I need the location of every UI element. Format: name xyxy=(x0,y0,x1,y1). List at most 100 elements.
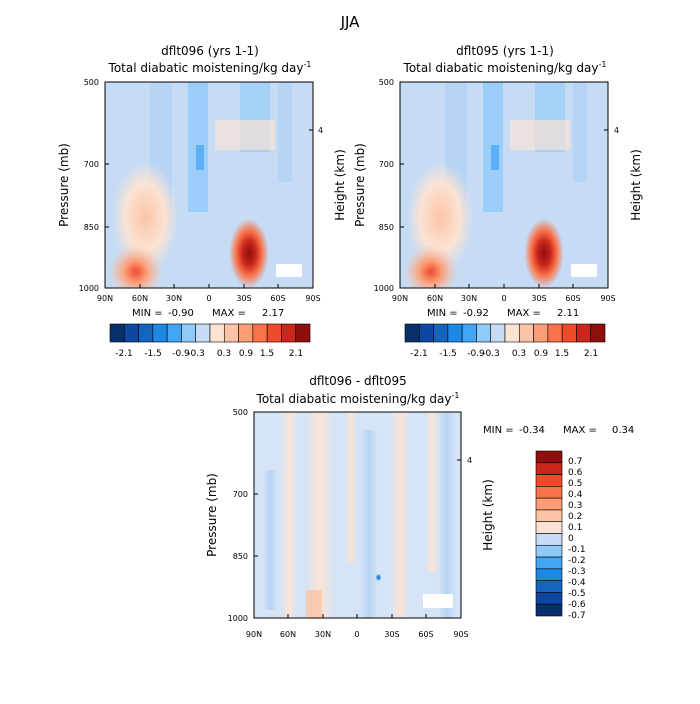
panel-c: dflt096 - dflt095 Total diabatic moisten… xyxy=(205,374,634,639)
panel-a-pos-region xyxy=(195,130,285,288)
colorbar-cell xyxy=(195,323,211,343)
colorbar-cell xyxy=(535,450,563,464)
y-axis-label: Pressure (mb) xyxy=(205,473,219,557)
y-tick-label: 1000 xyxy=(228,614,248,623)
panel-b-subtitle: Total diabatic moistening/kg day-1 xyxy=(403,60,607,75)
colorbar-cell xyxy=(535,462,563,475)
colorbar-cell xyxy=(476,323,492,343)
x-tick-label: 30S xyxy=(384,630,399,639)
colorbar-cell xyxy=(252,323,268,343)
colorbar-label: -0.3 xyxy=(568,567,586,577)
colorbar-cell xyxy=(533,323,549,343)
panel-b-title: dflt095 (yrs 1-1) xyxy=(456,44,554,58)
colorbar-label: 0.3 xyxy=(217,349,231,359)
colorbar-label: -0.3 xyxy=(482,349,500,359)
y-tick-label: 850 xyxy=(379,223,394,232)
max-value: 0.34 xyxy=(612,425,634,436)
panel-a: dflt096 (yrs 1-1) Total diabatic moisten… xyxy=(57,44,347,359)
x-tick-label: 90N xyxy=(246,630,262,639)
right-axis-label: Height (km) xyxy=(481,479,495,550)
page-title: JJA xyxy=(340,13,361,31)
max-label: MAX = xyxy=(212,308,246,319)
panel-b-pos-region xyxy=(510,120,570,150)
colorbar-label: -0.2 xyxy=(568,556,586,566)
panel-a-pos-region xyxy=(215,120,275,150)
y-tick-label: 1000 xyxy=(79,284,99,293)
panel-c-neg-core xyxy=(350,530,400,595)
max-label: MAX = xyxy=(507,308,541,319)
min-value: -0.92 xyxy=(463,308,489,319)
panel-c-pos-stripe xyxy=(305,412,335,618)
y-tick-label: 700 xyxy=(84,160,99,169)
y-tick-label: 700 xyxy=(379,160,394,169)
y-tick-label: 1000 xyxy=(374,284,394,293)
colorbar-label: 0.5 xyxy=(568,479,582,489)
y-tick-label: 850 xyxy=(233,552,248,561)
colorbar-label: -0.3 xyxy=(187,349,205,359)
panel-c-axes: 90N 60N 30N 0 30S 60S 90S 500 700 850 10… xyxy=(205,408,495,639)
colorbar-label: -0.9 xyxy=(467,349,485,359)
colorbar-cell xyxy=(281,323,297,343)
x-tick-label: 0 xyxy=(206,294,211,303)
colorbar-label: 2.1 xyxy=(289,349,303,359)
min-label: MIN = xyxy=(427,308,458,319)
x-tick-label: 60N xyxy=(427,294,443,303)
colorbar-cell xyxy=(535,509,563,523)
colorbar-cell xyxy=(535,568,563,581)
x-tick-label: 0 xyxy=(354,630,359,639)
panel-a-title: dflt096 (yrs 1-1) xyxy=(161,44,259,58)
panel-a-subtitle: Total diabatic moistening/kg day-1 xyxy=(108,60,312,75)
colorbar-cell xyxy=(576,323,592,343)
colorbar-cell xyxy=(561,323,577,343)
colorbar-label: -0.5 xyxy=(568,589,586,599)
min-value: -0.34 xyxy=(519,425,545,436)
right-tick-label: 4 xyxy=(318,126,323,135)
colorbar-label: 0.9 xyxy=(534,349,549,359)
colorbar-cell xyxy=(404,323,420,343)
x-tick-label: 30N xyxy=(315,630,331,639)
right-tick-label: 4 xyxy=(614,126,619,135)
colorbar-label: 0.6 xyxy=(568,468,583,478)
colorbar-label: 0.4 xyxy=(568,490,583,500)
colorbar-label: -0.6 xyxy=(568,600,586,610)
x-tick-label: 90N xyxy=(392,294,408,303)
panel-a-colorbar-labels: -2.1 -1.5 -0.9 -0.3 0.3 0.9 1.5 2.1 xyxy=(115,349,303,359)
colorbar-cell xyxy=(535,533,563,546)
colorbar-label: -1.5 xyxy=(439,349,457,359)
colorbar-cell xyxy=(295,323,311,343)
colorbar-label: 0 xyxy=(568,534,574,544)
x-tick-label: 30N xyxy=(166,294,182,303)
colorbar-cell xyxy=(535,603,563,617)
colorbar-label: 0.3 xyxy=(568,501,582,511)
x-tick-label: 30S xyxy=(531,294,546,303)
colorbar-cell xyxy=(223,323,239,343)
x-tick-label: 60S xyxy=(565,294,580,303)
colorbar-cell xyxy=(209,323,225,343)
colorbar-cell xyxy=(547,323,563,343)
colorbar-cell xyxy=(535,580,563,593)
colorbar-cell xyxy=(535,544,563,558)
colorbar-cell xyxy=(152,323,168,343)
max-label: MAX = xyxy=(563,425,597,436)
colorbar-label: 2.1 xyxy=(584,349,598,359)
right-tick-label: 4 xyxy=(467,456,472,465)
colorbar-label: -0.9 xyxy=(172,349,190,359)
colorbar-label: 0.1 xyxy=(568,523,582,533)
colorbar-cell xyxy=(535,521,563,534)
y-axis-label: Pressure (mb) xyxy=(353,143,367,227)
panel-a-colorbar xyxy=(109,323,311,343)
x-tick-label: 60S xyxy=(418,630,433,639)
colorbar-cell xyxy=(123,323,139,343)
right-axis-label: Height (km) xyxy=(629,149,643,220)
panel-b: dflt095 (yrs 1-1) Total diabatic moisten… xyxy=(353,44,643,359)
colorbar-cell xyxy=(535,474,563,487)
colorbar-label: -1.5 xyxy=(144,349,162,359)
y-tick-label: 500 xyxy=(84,78,99,87)
colorbar-cell xyxy=(238,323,254,343)
panel-b-blank-box xyxy=(571,264,597,277)
colorbar-label: 0.9 xyxy=(239,349,254,359)
panel-b-plot xyxy=(399,81,609,289)
colorbar-cell xyxy=(461,323,477,343)
panel-a-plot xyxy=(104,81,314,289)
colorbar-label: -0.7 xyxy=(568,611,586,621)
